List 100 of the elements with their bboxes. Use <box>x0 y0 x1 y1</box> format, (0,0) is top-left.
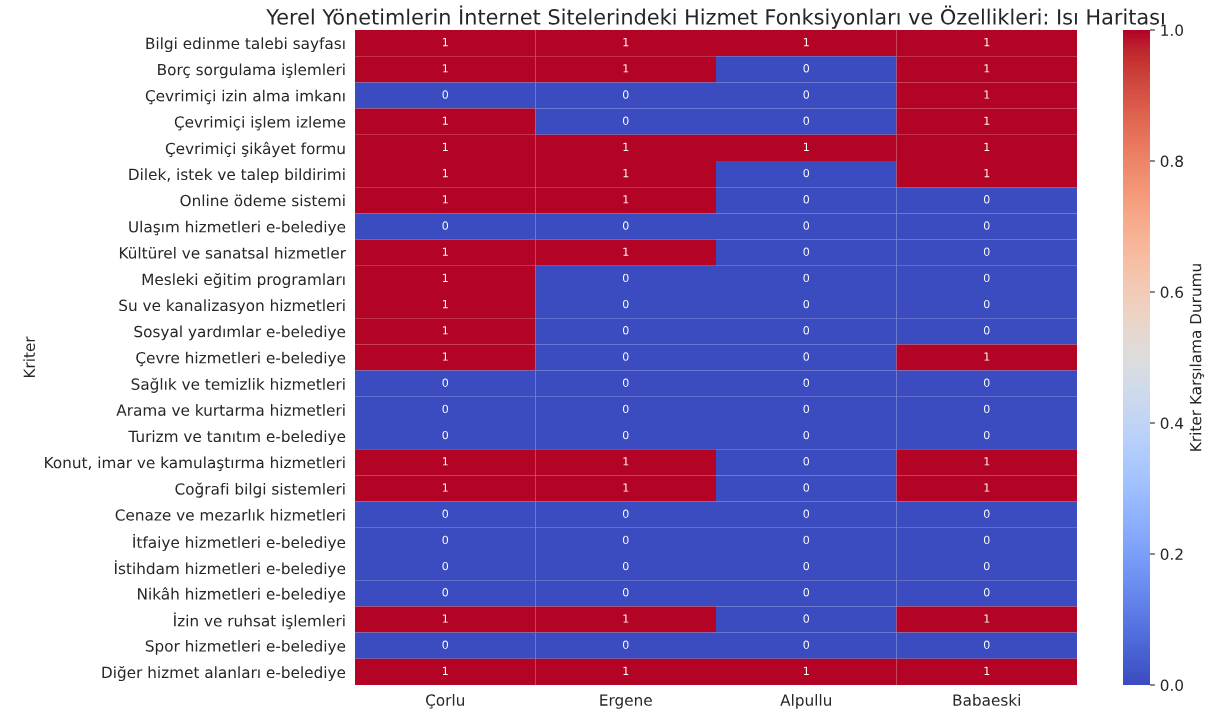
color-bar-label: 0.6 <box>1160 286 1184 299</box>
y-tick-label: Çevrimiçi izin alma imkanı <box>145 89 345 105</box>
x-tick-label: Çorlu <box>426 694 464 709</box>
data-label: 0 <box>983 299 990 309</box>
data-label: 0 <box>803 221 810 230</box>
y-tick-label: Konut, imar ve kamulaştırma hizmetleri <box>45 456 345 472</box>
data-label: 1 <box>442 666 448 675</box>
data-label: 0 <box>983 640 990 649</box>
data-label: 0 <box>803 326 810 335</box>
data-label: 0 <box>622 326 629 335</box>
data-label: 1 <box>442 142 448 151</box>
data-label: 0 <box>442 640 449 649</box>
data-label: 0 <box>442 378 449 387</box>
data-label: 1 <box>623 666 629 675</box>
data-label: 0 <box>803 168 810 178</box>
y-tick-label: Turizm ve tanıtım e-belediye <box>128 430 346 446</box>
data-label: 1 <box>984 90 990 99</box>
data-label: 0 <box>983 221 990 230</box>
data-label: 0 <box>442 90 449 99</box>
data-label: 0 <box>622 561 629 571</box>
data-label: 0 <box>442 430 449 440</box>
data-label: 0 <box>803 640 810 649</box>
data-label: 0 <box>442 588 449 597</box>
data-label: 0 <box>442 535 449 545</box>
data-label: 1 <box>442 169 448 178</box>
data-label: 1 <box>442 300 448 309</box>
data-label: 0 <box>803 247 810 256</box>
data-label: 0 <box>803 457 810 466</box>
data-label: 1 <box>984 116 990 125</box>
y-tick-label: Çevrimiçi şikâyet formu <box>165 141 345 158</box>
data-label: 1 <box>442 457 448 466</box>
color-bar-label: 0.2 <box>1160 548 1183 561</box>
color-bar-label: 0.0 <box>1160 679 1183 692</box>
y-tick-label: Dilek, istek ve talep bildirimi <box>129 168 345 184</box>
y-tick-label: Su ve kanalizasyon hizmetleri <box>119 299 345 315</box>
data-label: 1 <box>623 64 629 73</box>
y-tick-label: Online ödeme sistemi <box>180 194 345 207</box>
data-label: 1 <box>984 64 990 73</box>
data-label: 0 <box>983 195 990 204</box>
y-tick-label: Cenaze ve mezarlık hizmetleri <box>115 508 345 521</box>
y-tick-label: Çevrimiçi işlem izleme <box>174 115 346 131</box>
data-label: 0 <box>983 430 990 440</box>
data-label: 0 <box>803 378 810 387</box>
data-label: 1 <box>984 169 990 178</box>
data-label: 0 <box>803 299 810 309</box>
y-tick-label: Sağlık ve temizlik hizmetleri <box>131 377 345 393</box>
data-label: 1 <box>442 64 448 73</box>
y-axis-title: Kriter <box>23 336 36 378</box>
data-label: 1 <box>442 195 448 204</box>
y-tick-label: Arama ve kurtarma hizmetleri <box>116 404 345 416</box>
data-label: 1 <box>623 614 629 623</box>
data-label: 1 <box>442 116 448 125</box>
data-label: 0 <box>803 195 810 204</box>
data-label: 1 <box>623 38 629 47</box>
data-label: 0 <box>803 116 810 125</box>
data-label: 0 <box>622 509 629 518</box>
data-label: 0 <box>803 273 810 283</box>
data-label: 1 <box>623 483 629 492</box>
y-tick-label: Borç sorgulama işlemleri <box>158 63 345 79</box>
data-label: 0 <box>622 352 629 361</box>
y-tick-label: Çevre hizmetleri e-belediye <box>136 351 346 367</box>
y-tick-label: İtfaiye hizmetleri e-belediye <box>133 533 346 552</box>
data-label: 0 <box>803 404 810 414</box>
data-label: 0 <box>803 614 810 623</box>
color-bar-title: Kriter Karşılama Durumu <box>1189 264 1205 451</box>
data-label: 1 <box>623 142 629 151</box>
data-label: 0 <box>442 509 449 518</box>
data-label: 1 <box>442 273 448 282</box>
data-label: 0 <box>622 116 629 125</box>
data-label: 0 <box>983 378 990 387</box>
y-tick-label: Bilgi edinme talebi sayfası <box>146 37 345 53</box>
y-tick-label: Diğer hizmet alanları e-belediye <box>102 665 346 682</box>
data-label: 0 <box>442 221 449 230</box>
data-label: 0 <box>983 509 990 518</box>
data-label: 0 <box>803 352 810 361</box>
data-label: 0 <box>622 588 629 597</box>
data-label: 1 <box>442 483 448 492</box>
y-tick-label: Kültürel ve sanatsal hizmetler <box>119 246 346 259</box>
data-label: 0 <box>983 247 990 256</box>
data-label: 0 <box>622 430 629 440</box>
data-label: 1 <box>984 457 990 466</box>
data-label: 1 <box>984 38 990 47</box>
data-label: 0 <box>983 404 990 414</box>
data-label: 1 <box>623 247 629 256</box>
data-label: 1 <box>442 326 448 335</box>
data-label: 1 <box>984 483 990 492</box>
data-label: 0 <box>803 483 810 492</box>
data-label: 0 <box>803 509 810 518</box>
y-tick-label: İstihdam hizmetleri e-belediye <box>115 560 346 578</box>
data-label: 0 <box>803 64 810 73</box>
data-label: 0 <box>983 535 990 545</box>
data-label: 0 <box>803 90 810 99</box>
data-label: 0 <box>983 326 990 335</box>
y-tick-label: Spor hizmetleri e-belediye <box>145 639 346 655</box>
data-label: 1 <box>984 666 990 675</box>
data-label: 1 <box>623 457 629 466</box>
data-label: 0 <box>803 430 810 440</box>
data-label: 0 <box>983 588 990 597</box>
data-label: 0 <box>442 404 449 414</box>
x-tick-label: Babaeski <box>953 694 1020 706</box>
